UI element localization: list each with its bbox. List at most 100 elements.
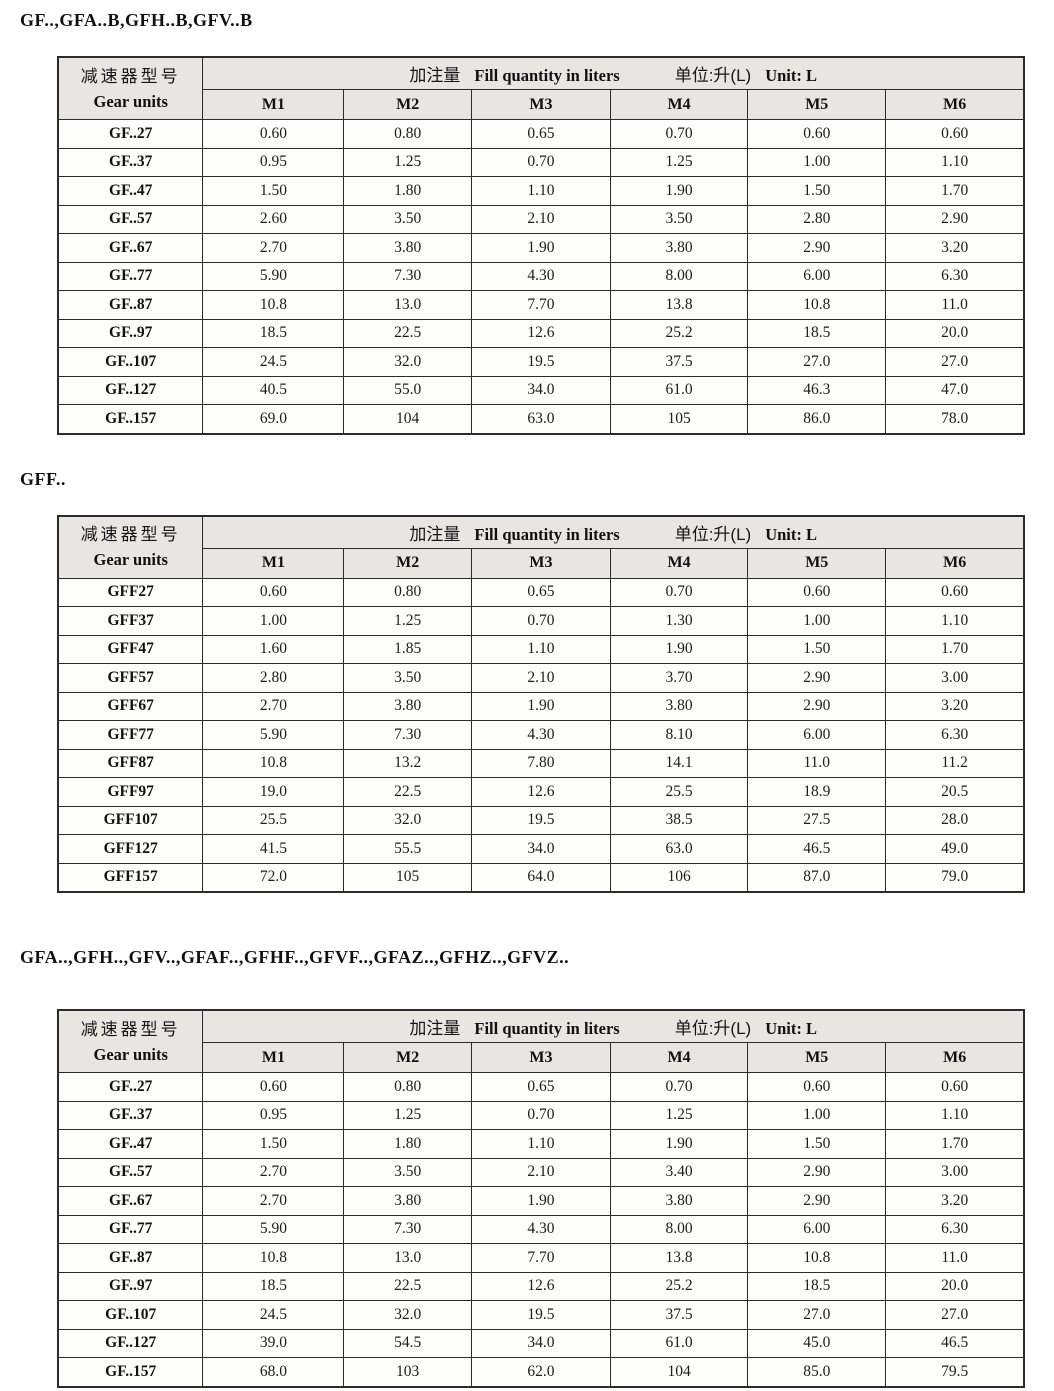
fill-value-cell: 3.20 [885, 233, 1025, 263]
unit-label-en: Unit: L [765, 1019, 817, 1038]
fill-value-cell: 25.5 [202, 805, 345, 835]
fill-value-cell: 10.8 [747, 1243, 887, 1273]
column-header-m6: M6 [885, 1042, 1025, 1073]
gear-units-header-zh: 减速器型号 [80, 66, 181, 86]
fill-value-cell: 34.0 [470, 834, 612, 864]
fill-value-cell: 1.10 [470, 634, 612, 664]
fill-value-cell: 2.70 [202, 233, 345, 263]
fill-value-cell: 5.90 [202, 1214, 345, 1244]
unit-label-en: Unit: L [765, 524, 817, 544]
fill-value-cell: 22.5 [343, 777, 472, 807]
table-row: GF..127 39.0 54.5 34.0 61.0 45.0 46.5 [57, 1328, 1025, 1358]
fill-value-cell: 1.50 [202, 1129, 345, 1159]
column-header-m6: M6 [885, 547, 1025, 579]
fill-value-cell: 1.30 [610, 606, 749, 636]
unit-label-zh: 单位:升(L) [674, 524, 752, 544]
gear-unit-label: GF..37 [57, 147, 204, 177]
fill-value-cell: 0.95 [202, 1100, 345, 1130]
fill-value-cell: 18.5 [202, 318, 345, 348]
table-header-row-2: M1 M2 M3 M4 M5 M6 [58, 89, 1025, 120]
section-title: GFF.. [20, 468, 66, 489]
gear-unit-label: GF..127 [57, 375, 204, 405]
fill-value-cell: 3.80 [610, 1186, 749, 1216]
fill-value-cell: 27.0 [885, 1300, 1025, 1330]
fill-quantity-label-en: Fill quantity in liters [474, 524, 620, 544]
fill-value-cell: 1.50 [747, 634, 887, 664]
table-row: GF..107 24.5 32.0 19.5 37.5 27.0 27.0 [57, 1300, 1025, 1330]
fill-value-cell: 4.30 [470, 1214, 612, 1244]
fill-value-cell: 40.5 [202, 375, 345, 405]
fill-value-cell: 4.30 [470, 720, 612, 750]
fill-value-cell: 12.6 [470, 318, 612, 348]
fill-value-cell: 85.0 [747, 1357, 887, 1387]
gear-unit-label: GFF67 [57, 691, 204, 721]
table-body: GF..27 0.60 0.80 0.65 0.70 0.60 0.60 GF..37 0.95… [57, 1072, 1025, 1387]
fill-value-cell: 11.2 [885, 748, 1025, 778]
fill-value-cell: 2.60 [202, 204, 345, 234]
fill-value-cell: 10.8 [202, 748, 345, 778]
fill-value-cell: 0.60 [747, 119, 887, 149]
fill-value-cell: 0.80 [343, 1072, 472, 1102]
fill-value-cell: 2.10 [470, 663, 612, 693]
fill-value-cell: 1.90 [610, 1129, 749, 1159]
table-row: GF..57 2.60 3.50 2.10 3.50 2.80 2.90 [57, 204, 1025, 234]
fill-value-cell: 1.80 [343, 1129, 472, 1159]
fill-value-cell: 3.80 [610, 233, 749, 263]
fill-value-cell: 25.5 [610, 777, 749, 807]
gear-unit-label: GFF27 [57, 577, 204, 607]
column-header-m1: M1 [202, 547, 345, 579]
fill-value-cell: 63.0 [470, 404, 612, 434]
table-row: GFF57 2.80 3.50 2.10 3.70 2.90 3.00 [57, 663, 1025, 693]
fill-value-cell: 5.90 [202, 720, 345, 750]
table-row: GFF27 0.60 0.80 0.65 0.70 0.60 0.60 [57, 577, 1025, 607]
gear-unit-label: GF..67 [57, 233, 204, 263]
fill-value-cell: 8.10 [610, 720, 749, 750]
fill-value-cell: 47.0 [885, 375, 1025, 405]
table-row: GF..47 1.50 1.80 1.10 1.90 1.50 1.70 [57, 1129, 1025, 1159]
fill-value-cell: 104 [343, 404, 472, 434]
fill-value-cell: 3.50 [610, 204, 749, 234]
table-row: GF..107 24.5 32.0 19.5 37.5 27.0 27.0 [57, 347, 1025, 377]
table-row: GF..77 5.90 7.30 4.30 8.00 6.00 6.30 [57, 261, 1025, 291]
fill-value-cell: 19.5 [470, 805, 612, 835]
table-row: GFF157 72.0 105 64.0 106 87.0 79.0 [57, 862, 1025, 893]
fill-value-cell: 20.0 [885, 318, 1025, 348]
fill-value-cell: 0.70 [470, 606, 612, 636]
fill-value-cell: 32.0 [343, 805, 472, 835]
table-row: GFF97 19.0 22.5 12.6 25.5 18.9 20.5 [57, 777, 1025, 807]
fill-value-cell: 37.5 [610, 347, 749, 377]
fill-value-cell: 1.10 [885, 147, 1025, 177]
fill-value-cell: 1.80 [343, 176, 472, 206]
fill-value-cell: 0.60 [747, 577, 887, 607]
column-header-m4: M4 [610, 89, 749, 120]
table-row: GFF37 1.00 1.25 0.70 1.30 1.00 1.10 [57, 606, 1025, 636]
fill-value-cell: 24.5 [202, 347, 345, 377]
fill-value-cell: 68.0 [202, 1357, 345, 1387]
fill-value-cell: 2.90 [747, 663, 887, 693]
fill-value-cell: 7.30 [343, 1214, 472, 1244]
fill-value-cell: 2.10 [470, 204, 612, 234]
gear-unit-label: GFF157 [57, 862, 204, 893]
fill-value-cell: 3.70 [610, 663, 749, 693]
fill-value-cell: 0.60 [885, 119, 1025, 149]
column-header-m1: M1 [202, 89, 345, 120]
fill-value-cell: 11.0 [885, 290, 1025, 320]
fill-value-cell: 1.60 [202, 634, 345, 664]
gear-unit-label: GF..57 [57, 204, 204, 234]
gear-unit-label: GFF97 [57, 777, 204, 807]
unit-label-zh: 单位:升(L) [674, 1019, 752, 1038]
fill-quantity-label-zh: 加注量 [409, 1019, 461, 1038]
gear-units-header: 减速器型号 Gear units [57, 56, 204, 120]
fill-value-cell: 2.10 [470, 1157, 612, 1187]
fill-value-cell: 18.5 [202, 1271, 345, 1301]
fill-value-cell: 0.60 [747, 1072, 887, 1102]
fill-value-cell: 62.0 [470, 1357, 612, 1387]
gear-unit-label: GF..97 [57, 318, 204, 348]
fill-value-cell: 7.80 [470, 748, 612, 778]
fill-value-cell: 19.0 [202, 777, 345, 807]
fill-value-cell: 0.60 [202, 577, 345, 607]
table-row: GF..67 2.70 3.80 1.90 3.80 2.90 3.20 [57, 1186, 1025, 1216]
fill-value-cell: 34.0 [470, 375, 612, 405]
table-row: GFF107 25.5 32.0 19.5 38.5 27.5 28.0 [57, 805, 1025, 835]
column-header-m2: M2 [343, 547, 472, 579]
